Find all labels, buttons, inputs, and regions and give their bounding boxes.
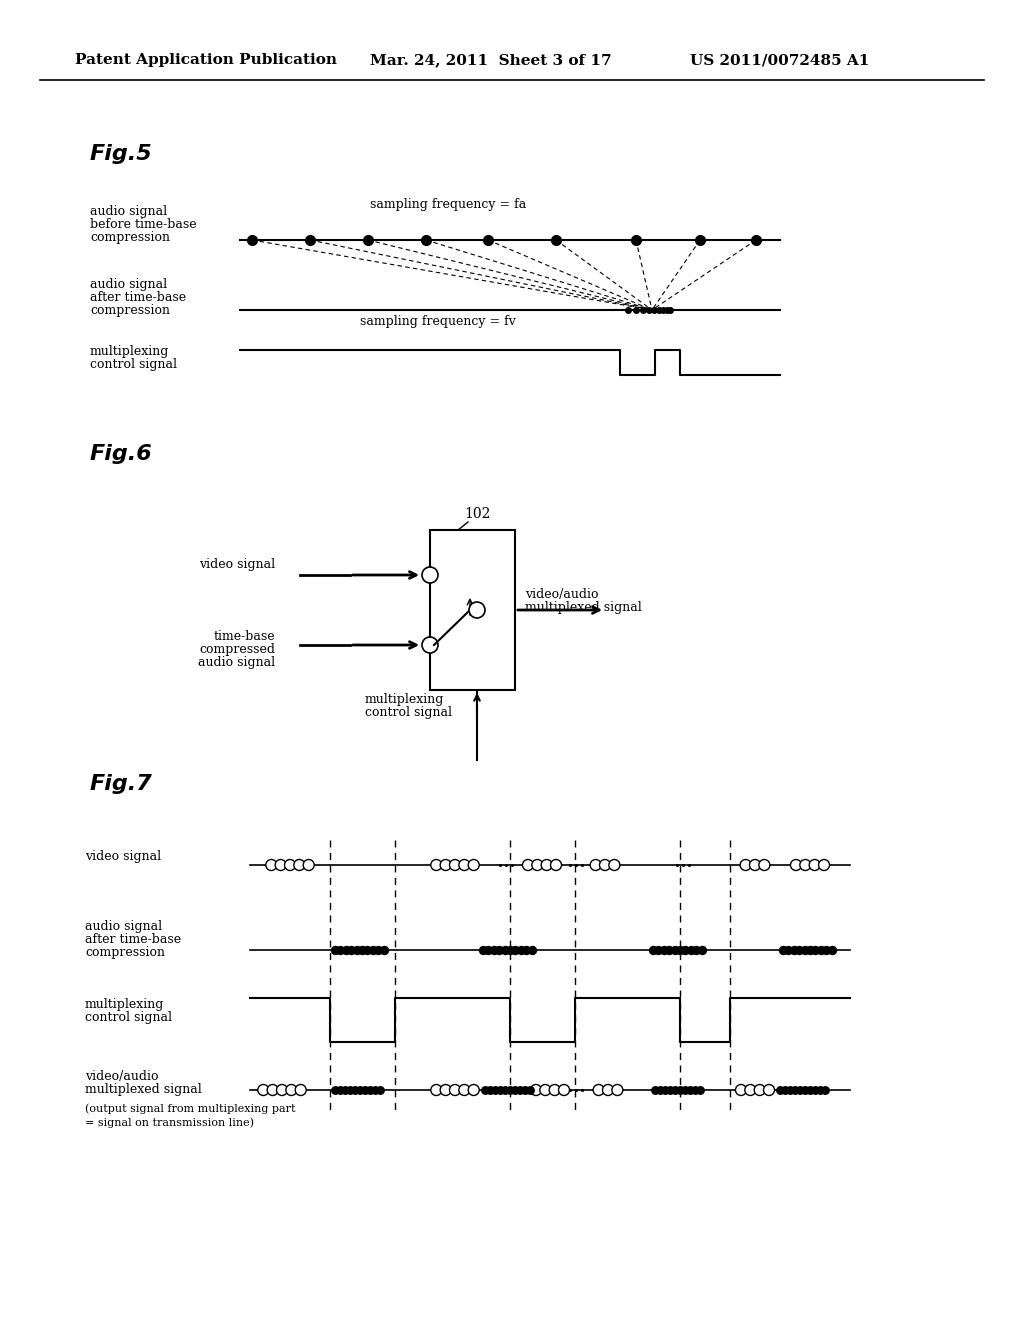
Circle shape bbox=[590, 859, 601, 870]
Circle shape bbox=[558, 1085, 569, 1096]
Circle shape bbox=[440, 859, 452, 870]
Circle shape bbox=[800, 859, 811, 870]
Circle shape bbox=[469, 602, 485, 618]
Text: Fig.7: Fig.7 bbox=[90, 774, 153, 795]
Text: compression: compression bbox=[85, 946, 165, 960]
Circle shape bbox=[593, 1085, 604, 1096]
Circle shape bbox=[530, 1085, 542, 1096]
Text: video signal: video signal bbox=[85, 850, 161, 863]
Circle shape bbox=[744, 1085, 756, 1096]
Text: = signal on transmission line): = signal on transmission line) bbox=[85, 1118, 254, 1129]
Text: multiplexing: multiplexing bbox=[90, 345, 169, 358]
Circle shape bbox=[754, 1085, 765, 1096]
Text: control signal: control signal bbox=[85, 1011, 172, 1024]
Circle shape bbox=[285, 859, 296, 870]
Circle shape bbox=[551, 859, 561, 870]
Text: compressed: compressed bbox=[199, 643, 275, 656]
Text: compression: compression bbox=[90, 304, 170, 317]
Text: after time-base: after time-base bbox=[90, 290, 186, 304]
Text: time-base: time-base bbox=[213, 630, 275, 643]
Bar bbox=[430, 531, 515, 690]
Circle shape bbox=[294, 859, 305, 870]
Circle shape bbox=[791, 859, 802, 870]
Circle shape bbox=[295, 1085, 306, 1096]
Circle shape bbox=[431, 1085, 441, 1096]
Circle shape bbox=[740, 859, 752, 870]
Circle shape bbox=[258, 1085, 268, 1096]
Circle shape bbox=[599, 859, 610, 870]
Circle shape bbox=[266, 859, 276, 870]
Circle shape bbox=[759, 859, 770, 870]
Circle shape bbox=[275, 859, 286, 870]
Circle shape bbox=[468, 1085, 479, 1096]
Circle shape bbox=[735, 1085, 746, 1096]
Circle shape bbox=[750, 859, 761, 870]
Text: (output signal from multiplexing part: (output signal from multiplexing part bbox=[85, 1104, 296, 1114]
Circle shape bbox=[602, 1085, 613, 1096]
Circle shape bbox=[531, 859, 543, 870]
Text: audio signal: audio signal bbox=[90, 205, 167, 218]
Text: multiplexing: multiplexing bbox=[365, 693, 444, 706]
Circle shape bbox=[609, 859, 620, 870]
Text: multiplexed signal: multiplexed signal bbox=[85, 1082, 202, 1096]
Text: multiplexed signal: multiplexed signal bbox=[525, 601, 642, 614]
Text: audio signal: audio signal bbox=[198, 656, 275, 669]
Text: multiplexing: multiplexing bbox=[85, 998, 165, 1011]
Text: compression: compression bbox=[90, 231, 170, 244]
Text: sampling frequency = fv: sampling frequency = fv bbox=[360, 315, 516, 327]
Circle shape bbox=[459, 1085, 470, 1096]
Circle shape bbox=[540, 1085, 551, 1096]
Circle shape bbox=[286, 1085, 297, 1096]
Circle shape bbox=[541, 859, 552, 870]
Text: control signal: control signal bbox=[90, 358, 177, 371]
Text: video/audio: video/audio bbox=[525, 587, 598, 601]
Circle shape bbox=[468, 859, 479, 870]
Circle shape bbox=[267, 1085, 279, 1096]
Text: audio signal: audio signal bbox=[90, 279, 167, 290]
Circle shape bbox=[303, 859, 314, 870]
Circle shape bbox=[818, 859, 829, 870]
Text: Mar. 24, 2011  Sheet 3 of 17: Mar. 24, 2011 Sheet 3 of 17 bbox=[370, 53, 611, 67]
Text: 102: 102 bbox=[465, 507, 492, 521]
Text: before time-base: before time-base bbox=[90, 218, 197, 231]
Text: Fig.5: Fig.5 bbox=[90, 144, 153, 164]
Circle shape bbox=[450, 1085, 461, 1096]
Text: US 2011/0072485 A1: US 2011/0072485 A1 bbox=[690, 53, 869, 67]
Text: Patent Application Publication: Patent Application Publication bbox=[75, 53, 337, 67]
Circle shape bbox=[422, 568, 438, 583]
Text: Fig.6: Fig.6 bbox=[90, 444, 153, 465]
Circle shape bbox=[431, 859, 441, 870]
Circle shape bbox=[276, 1085, 288, 1096]
Circle shape bbox=[450, 859, 461, 870]
Text: audio signal: audio signal bbox=[85, 920, 162, 933]
Circle shape bbox=[459, 859, 470, 870]
Circle shape bbox=[522, 859, 534, 870]
Circle shape bbox=[549, 1085, 560, 1096]
Text: sampling frequency = fa: sampling frequency = fa bbox=[370, 198, 526, 211]
Circle shape bbox=[764, 1085, 774, 1096]
Text: after time-base: after time-base bbox=[85, 933, 181, 946]
Text: video signal: video signal bbox=[199, 558, 275, 572]
Circle shape bbox=[440, 1085, 452, 1096]
Text: video/audio: video/audio bbox=[85, 1071, 159, 1082]
Circle shape bbox=[612, 1085, 623, 1096]
Text: control signal: control signal bbox=[365, 706, 452, 719]
Circle shape bbox=[809, 859, 820, 870]
Circle shape bbox=[422, 638, 438, 653]
